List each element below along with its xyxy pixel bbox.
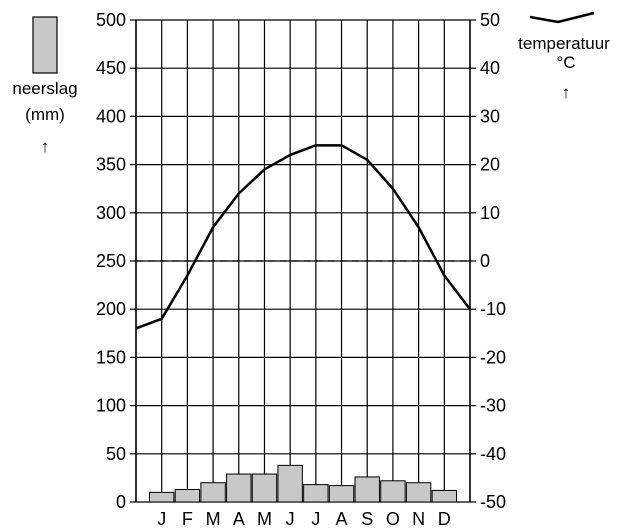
precipitation-bar bbox=[148, 491, 175, 503]
precipitation-bar bbox=[251, 473, 278, 503]
temperature-point bbox=[417, 226, 420, 229]
precipitation-legend: neerslag (mm) ↑ bbox=[12, 16, 78, 156]
right-tick-label: -10 bbox=[480, 299, 506, 319]
temperature-line bbox=[135, 144, 471, 330]
month-label: J bbox=[311, 509, 320, 528]
temperature-point bbox=[212, 226, 214, 229]
left-tick-label: 500 bbox=[96, 10, 126, 30]
precipitation-bar bbox=[174, 488, 201, 503]
right-tick-label: 10 bbox=[480, 203, 500, 223]
month-label: A bbox=[233, 509, 245, 528]
precipitation-unit-label: (mm) bbox=[25, 105, 65, 124]
temperature-legend: temperatuur °C ↑ bbox=[518, 11, 610, 102]
temperature-axis-label: temperatuur bbox=[518, 34, 610, 53]
precipitation-bar bbox=[380, 480, 406, 503]
precipitation-axis-label: neerslag bbox=[12, 79, 77, 98]
temperature-point bbox=[186, 274, 189, 277]
left-tick-label: 0 bbox=[116, 492, 126, 512]
left-tick-label: 200 bbox=[96, 299, 126, 319]
month-label: J bbox=[286, 509, 295, 528]
month-label: J bbox=[157, 509, 166, 528]
grid bbox=[130, 19, 476, 503]
precipitation-bar bbox=[277, 464, 303, 503]
left-tick-label: 300 bbox=[96, 203, 126, 223]
temperature-point bbox=[443, 274, 446, 277]
left-tick-label: 350 bbox=[96, 155, 126, 175]
month-label: M bbox=[257, 509, 272, 528]
precipitation-bar bbox=[405, 482, 432, 503]
right-tick-label: -40 bbox=[480, 444, 506, 464]
right-tick-label: 30 bbox=[480, 106, 500, 126]
temperature-series bbox=[135, 144, 471, 330]
precipitation-bar bbox=[226, 473, 252, 503]
temperature-point bbox=[392, 187, 394, 190]
left-tick-label: 50 bbox=[106, 444, 126, 464]
right-tick-label: -30 bbox=[480, 396, 506, 416]
temperature-point bbox=[315, 144, 317, 147]
right-tick-label: 50 bbox=[480, 10, 500, 30]
month-label: N bbox=[412, 509, 425, 528]
precipitation-bar bbox=[328, 485, 355, 503]
month-label: A bbox=[336, 509, 348, 528]
temperature-point bbox=[366, 158, 369, 161]
temperature-unit-label: °C bbox=[556, 53, 575, 72]
left-tick-label: 100 bbox=[96, 396, 126, 416]
left-tick-label: 150 bbox=[96, 347, 126, 367]
precipitation-bar bbox=[354, 476, 380, 503]
right-tick-label: -50 bbox=[480, 492, 506, 512]
left-axis-ticks: 0 50 100 150 200 250 300 350 400 450 500 bbox=[96, 10, 126, 512]
right-tick-label: 20 bbox=[480, 155, 500, 175]
month-label: M bbox=[206, 509, 221, 528]
precipitation-bar bbox=[303, 484, 329, 503]
month-label: F bbox=[182, 509, 193, 528]
month-label: S bbox=[361, 509, 373, 528]
right-tick-label: -20 bbox=[480, 347, 506, 367]
right-tick-label: 0 bbox=[480, 251, 490, 271]
precipitation-bar bbox=[431, 489, 458, 503]
left-tick-label: 400 bbox=[96, 106, 126, 126]
left-tick-label: 450 bbox=[96, 58, 126, 78]
temperature-point bbox=[237, 192, 240, 195]
temperature-legend-line bbox=[529, 11, 595, 24]
temperature-point bbox=[263, 168, 266, 171]
precipitation-legend-swatch bbox=[32, 16, 58, 74]
month-label: D bbox=[438, 509, 451, 528]
temperature-point bbox=[340, 144, 343, 147]
temperature-point bbox=[160, 318, 163, 320]
temperature-point bbox=[289, 154, 291, 156]
left-tick-label: 250 bbox=[96, 251, 126, 271]
right-axis-ticks: -50 -40 -30 -20 -10 0 10 20 30 40 50 bbox=[480, 10, 506, 512]
right-tick-label: 40 bbox=[480, 58, 500, 78]
month-label: O bbox=[386, 509, 400, 528]
precipitation-bar bbox=[200, 482, 226, 503]
precipitation-bars bbox=[148, 464, 458, 503]
temperature-arrow-icon: ↑ bbox=[562, 83, 571, 102]
precipitation-arrow-icon: ↑ bbox=[41, 137, 50, 156]
